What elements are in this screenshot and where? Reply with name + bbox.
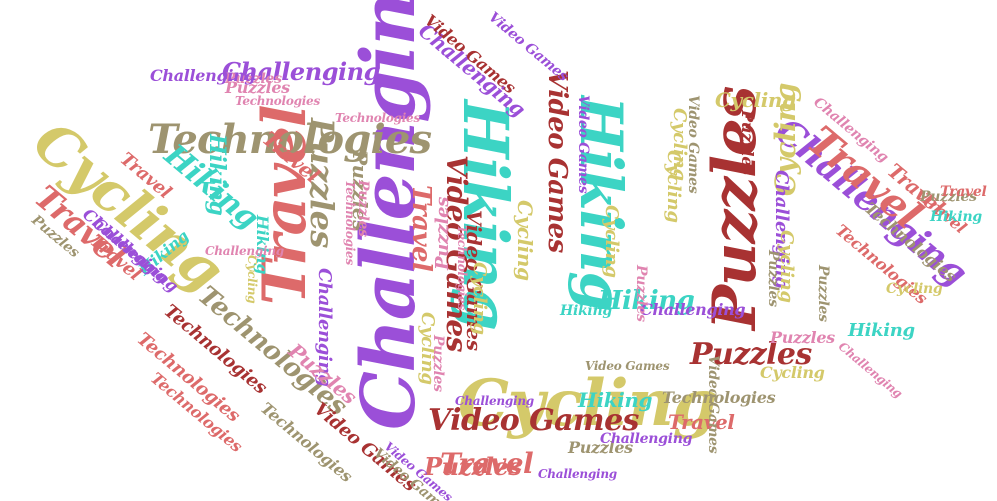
cloud-word: Puzzles: [355, 180, 371, 237]
cloud-word: Cycling: [760, 363, 825, 382]
cloud-word: Video Games: [428, 403, 639, 438]
cloud-word: Hiking: [560, 303, 612, 319]
cloud-word: Technologies: [662, 388, 776, 407]
cloud-word: Hiking: [598, 286, 695, 316]
cloud-word: Hiking: [930, 209, 982, 225]
cloud-word: Challenging: [455, 394, 534, 408]
cloud-word: Cycling: [886, 281, 943, 297]
cloud-word: Technologies: [148, 116, 432, 163]
cloud-word: Cycling: [469, 262, 490, 335]
cloud-word: Video Games: [705, 355, 721, 454]
cloud-word: Challenging: [205, 244, 284, 258]
cloud-word: Video Games: [585, 359, 670, 373]
cloud-word: Puzzles: [690, 337, 812, 372]
cloud-word: Puzzles: [770, 328, 835, 347]
cloud-word: Challenging: [150, 66, 256, 85]
cloud-word: Puzzles: [633, 265, 649, 322]
cloud-word: Video Games: [575, 95, 591, 194]
cloud-word: Challenging: [640, 300, 746, 319]
cloud-word: Puzzles: [568, 438, 633, 457]
cloud-word: Puzzles: [738, 110, 757, 175]
cloud-word: Travel: [406, 185, 436, 272]
cloud-word: Challenging: [835, 339, 906, 401]
cloud-word: Puzzles: [815, 265, 831, 322]
cloud-word: Puzzles: [225, 78, 290, 97]
cloud-word: Puzzles: [920, 189, 977, 205]
cloud-word: Cycling: [458, 366, 717, 441]
cloud-word: Puzzles: [430, 335, 446, 392]
cloud-word: Technologies: [335, 111, 420, 125]
cloud-word: Puzzles: [432, 197, 453, 270]
cloud-word: Hiking: [204, 134, 230, 216]
cloud-word: Technologies: [455, 225, 469, 310]
cloud-word: Technologies: [235, 94, 320, 108]
cloud-word: Cycling: [245, 255, 259, 304]
cloud-word: Travel: [668, 410, 735, 434]
cloud-word: Travel: [440, 447, 534, 480]
cloud-word: Technologies: [343, 180, 357, 265]
cloud-word: Video Games: [685, 95, 701, 194]
cloud-word: Puzzles: [225, 71, 282, 87]
cloud-word: Puzzles: [424, 452, 522, 481]
cloud-word: Challenging: [222, 57, 380, 86]
cloud-word: Cycling: [601, 205, 622, 278]
cloud-word: Cycling: [715, 88, 796, 112]
cloud-word: Puzzles: [765, 250, 781, 307]
cloud-word: Cycling: [513, 200, 537, 281]
cloud-word: Video Games: [542, 70, 572, 253]
cloud-word: Challenging: [538, 467, 617, 481]
cloud-word: Hiking: [578, 388, 653, 412]
cloud-word: Challenging: [600, 431, 693, 447]
cloud-word: Hiking: [848, 320, 915, 341]
cloud-word: Travel: [940, 184, 987, 200]
